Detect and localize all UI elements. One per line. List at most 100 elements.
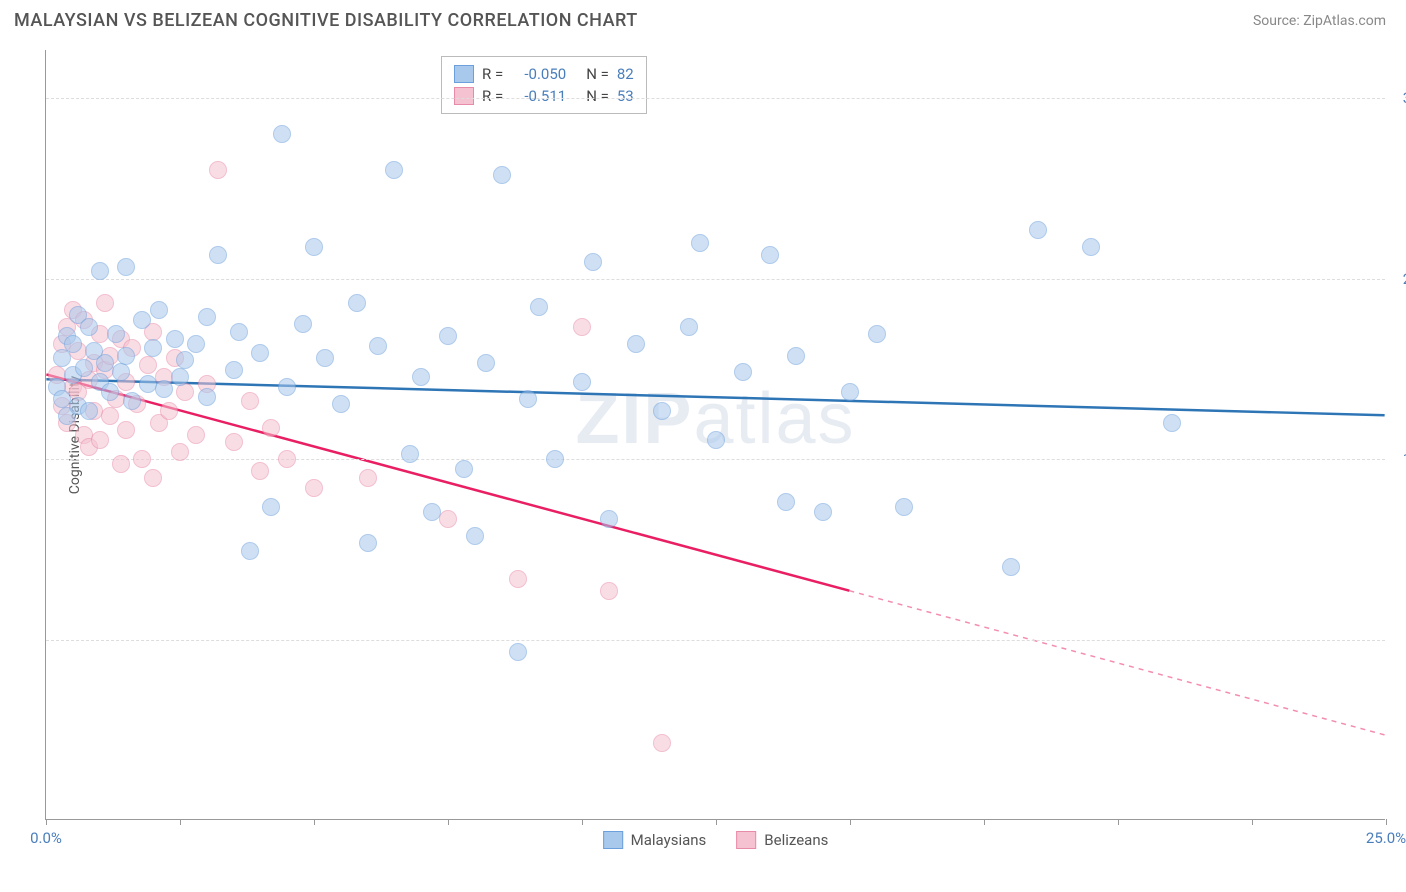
malaysians-point <box>423 503 441 521</box>
malaysians-point <box>814 503 832 521</box>
x-tick <box>1252 819 1253 825</box>
malaysians-point <box>150 301 168 319</box>
series-legend: Malaysians Belizeans <box>603 831 829 849</box>
malaysians-point <box>273 125 291 143</box>
malaysians-point <box>653 402 671 420</box>
malaysians-point <box>176 351 194 369</box>
malaysians-point <box>1002 558 1020 576</box>
series-label: Belizeans <box>764 831 828 849</box>
malaysians-point <box>225 361 243 379</box>
malaysians-point <box>895 498 913 516</box>
gridline <box>46 279 1385 280</box>
malaysians-point <box>230 323 248 341</box>
malaysians-point <box>166 330 184 348</box>
belizeans-point <box>101 407 119 425</box>
x-tick-label: 25.0% <box>1366 829 1406 847</box>
belizeans-point <box>251 462 269 480</box>
belizeans-point <box>187 426 205 444</box>
malaysians-point <box>627 335 645 353</box>
belizeans-point <box>225 433 243 451</box>
n-value: 53 <box>617 87 634 105</box>
r-value: -0.511 <box>511 87 566 105</box>
malaysians-point <box>117 347 135 365</box>
x-tick-label: 0.0% <box>30 829 62 847</box>
malaysians-point <box>707 431 725 449</box>
source-value: ZipAtlas.com <box>1303 13 1386 29</box>
malaysians-point <box>64 335 82 353</box>
malaysians-point <box>316 349 334 367</box>
x-tick <box>1386 819 1387 825</box>
malaysians-point <box>401 445 419 463</box>
bottom-legend-belizeans: Belizeans <box>736 831 828 849</box>
belizeans-point <box>91 431 109 449</box>
malaysians-point <box>359 534 377 552</box>
belizeans-point <box>209 161 227 179</box>
malaysians-point <box>101 383 119 401</box>
malaysians-point <box>305 238 323 256</box>
belizeans-point <box>160 402 178 420</box>
belizeans-trend-line-extrapolated <box>849 591 1384 735</box>
belizeans-point <box>133 450 151 468</box>
belizeans-point <box>96 294 114 312</box>
x-tick <box>716 819 717 825</box>
malaysians-point <box>75 359 93 377</box>
malaysians-point <box>80 318 98 336</box>
malaysians-point <box>241 542 259 560</box>
malaysians-point <box>546 450 564 468</box>
malaysians-point <box>262 498 280 516</box>
belizeans-point <box>241 392 259 410</box>
r-label: R = <box>482 65 503 83</box>
x-tick <box>984 819 985 825</box>
belizeans-point <box>144 469 162 487</box>
malaysians-point <box>348 294 366 312</box>
belizeans-point <box>305 479 323 497</box>
malaysians-point <box>171 368 189 386</box>
malaysians-point <box>530 298 548 316</box>
belizeans-point <box>112 455 130 473</box>
belizeans-point <box>139 356 157 374</box>
series-label: Malaysians <box>631 831 707 849</box>
malaysians-point <box>385 161 403 179</box>
malaysians-point <box>332 395 350 413</box>
gridline <box>46 98 1385 99</box>
belizeans-point <box>117 421 135 439</box>
malaysians-point <box>112 363 130 381</box>
malaysians-point <box>278 378 296 396</box>
malaysians-point <box>680 318 698 336</box>
legend-swatch <box>736 831 756 849</box>
malaysians-point <box>144 339 162 357</box>
malaysians-point <box>294 315 312 333</box>
malaysians-point <box>133 311 151 329</box>
malaysians-point <box>198 308 216 326</box>
n-label: N = <box>586 65 609 83</box>
belizeans-point <box>509 570 527 588</box>
x-tick <box>582 819 583 825</box>
malaysians-point <box>91 262 109 280</box>
legend-row-malaysians: R =-0.050N =82 <box>454 63 634 85</box>
x-tick <box>448 819 449 825</box>
malaysians-point <box>787 347 805 365</box>
legend-swatch <box>454 65 474 83</box>
belizeans-point <box>171 443 189 461</box>
malaysians-point <box>734 363 752 381</box>
source-label: Source: <box>1253 13 1300 29</box>
malaysians-point <box>209 246 227 264</box>
malaysians-point <box>777 493 795 511</box>
malaysians-point <box>455 460 473 478</box>
belizeans-point <box>653 734 671 752</box>
malaysians-point <box>1029 221 1047 239</box>
malaysians-point <box>439 327 457 345</box>
x-tick <box>314 819 315 825</box>
belizeans-point <box>600 582 618 600</box>
r-label: R = <box>482 87 503 105</box>
scatter-chart: Cognitive Disability ZIPatlas R =-0.050N… <box>45 50 1385 820</box>
gridline <box>46 459 1385 460</box>
malaysians-point <box>509 643 527 661</box>
x-tick <box>1118 819 1119 825</box>
legend-row-belizeans: R =-0.511N =53 <box>454 85 634 107</box>
malaysians-point <box>600 510 618 528</box>
malaysians-point <box>251 344 269 362</box>
correlation-legend: R =-0.050N =82R =-0.511N =53 <box>441 56 647 114</box>
malaysians-point <box>1163 414 1181 432</box>
malaysians-point <box>96 354 114 372</box>
